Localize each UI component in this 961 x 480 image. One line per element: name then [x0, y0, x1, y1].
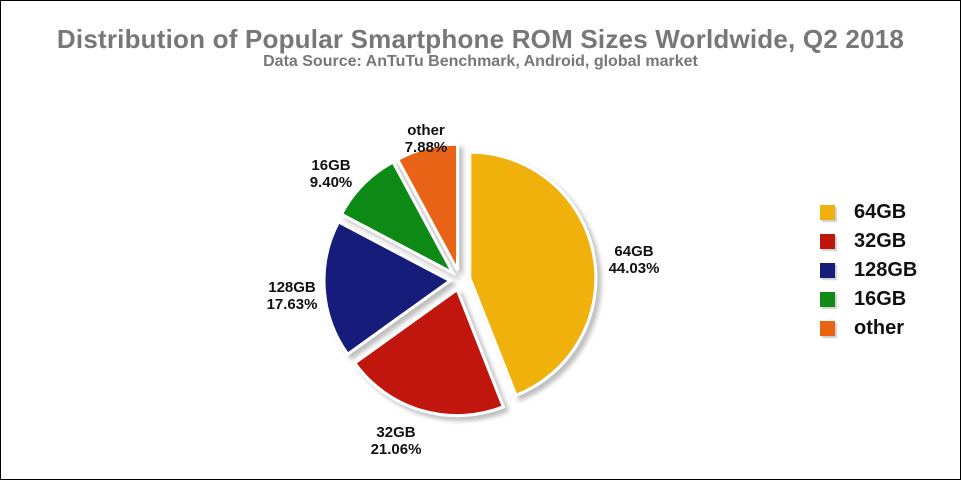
legend-swatch-other: [820, 321, 835, 336]
legend-swatch-16gb: [820, 292, 835, 307]
legend-label-32gb: 32GB: [854, 230, 907, 252]
legend-label-other: other: [854, 317, 904, 339]
legend-item-64gb: 64GB: [820, 198, 917, 227]
slice-label-64gb: 64GB 44.03%: [609, 243, 660, 277]
legend-swatch-128gb: [820, 263, 835, 278]
pie-slice-64gb: [468, 150, 598, 398]
legend-swatch-64gb: [820, 205, 835, 220]
pie-slice-16gb: [339, 160, 457, 277]
pie-slice-32gb: [352, 287, 506, 418]
slice-label-16gb: 16GB 9.40%: [310, 157, 353, 191]
legend-item-32gb: 32GB: [820, 227, 917, 256]
legend-swatch-32gb: [820, 234, 835, 249]
slice-label-128gb: 128GB 17.63%: [267, 279, 318, 313]
chart-subtitle: Data Source: AnTuTu Benchmark, Android, …: [263, 53, 698, 70]
slice-label-other: other 7.88%: [405, 122, 448, 156]
legend-label-64gb: 64GB: [854, 201, 907, 223]
legend-item-16gb: 16GB: [820, 285, 917, 314]
pie-slice-128gb: [322, 219, 453, 357]
legend-item-other: other: [820, 314, 917, 343]
legend-item-128gb: 128GB: [820, 256, 917, 285]
legend-label-16gb: 16GB: [854, 288, 907, 310]
legend: 64GB 32GB 128GB 16GB other: [820, 198, 917, 343]
chart-title: Distribution of Popular Smartphone ROM S…: [56, 24, 905, 54]
legend-label-128gb: 128GB: [854, 259, 918, 281]
pie-slice-other: [395, 142, 460, 272]
slice-label-32gb: 32GB 21.06%: [371, 424, 422, 458]
